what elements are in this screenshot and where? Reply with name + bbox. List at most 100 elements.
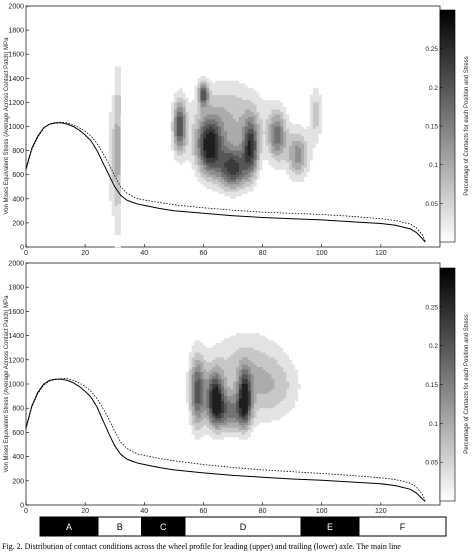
density-cell	[244, 393, 249, 397]
density-cell	[212, 352, 216, 356]
density-cell	[215, 95, 219, 98]
density-cell	[233, 143, 237, 147]
density-cell	[274, 425, 278, 428]
density-cell	[289, 357, 293, 361]
density-cell	[182, 85, 186, 89]
density-cell	[244, 350, 249, 353]
density-cell	[203, 136, 207, 139]
density-cell	[212, 179, 216, 183]
density-cell	[283, 369, 287, 373]
density-cell	[227, 102, 231, 106]
density-cell	[277, 165, 281, 168]
density-cell	[114, 210, 118, 214]
density-cell	[185, 393, 189, 397]
density-cell	[227, 80, 231, 84]
density-cell	[120, 121, 124, 125]
density-cell	[289, 388, 293, 392]
density-cell	[253, 323, 257, 327]
density-cell	[250, 350, 254, 353]
density-cell	[262, 388, 266, 392]
density-cell	[203, 155, 207, 159]
density-cell	[233, 328, 237, 332]
density-cell	[227, 347, 231, 351]
density-cell	[111, 133, 116, 137]
density-cell	[206, 177, 210, 180]
density-cell	[283, 172, 287, 175]
density-cell	[238, 97, 243, 101]
density-cell	[194, 143, 198, 147]
density-cell	[197, 422, 201, 426]
density-cell	[235, 157, 240, 161]
density-cell	[315, 143, 320, 147]
density-cell	[256, 119, 260, 122]
density-cell	[194, 379, 198, 382]
density-cell	[197, 410, 201, 414]
density-cell	[173, 145, 178, 149]
density-cell	[256, 328, 260, 332]
density-cell	[259, 90, 263, 94]
density-cell	[117, 71, 121, 74]
density-cell	[203, 148, 207, 151]
density-cell	[259, 422, 263, 426]
density-cell	[306, 131, 311, 135]
density-cell	[197, 434, 201, 438]
density-cell	[117, 169, 121, 173]
density-cell	[247, 80, 252, 84]
density-cell	[114, 184, 118, 188]
density-cell	[218, 157, 222, 161]
density-cell	[209, 427, 213, 431]
density-cell	[292, 167, 296, 171]
density-cell	[277, 153, 281, 156]
density-cell	[218, 338, 222, 341]
density-cell	[209, 359, 213, 363]
density-cell	[271, 338, 275, 341]
density-cell	[191, 95, 195, 98]
density-cell	[241, 83, 246, 86]
density-cell	[209, 143, 213, 147]
density-cell	[206, 354, 210, 358]
density-cell	[185, 116, 189, 120]
density-cell	[227, 87, 231, 91]
density-cell	[250, 102, 254, 106]
density-cell	[221, 408, 225, 411]
density-cell	[218, 107, 222, 110]
density-cell	[280, 124, 284, 127]
density-cell	[197, 148, 201, 151]
density-cell	[250, 145, 254, 149]
density-cell	[286, 165, 290, 168]
density-cell	[200, 80, 204, 84]
density-cell	[306, 114, 311, 118]
density-cell	[268, 400, 272, 404]
density-cell	[185, 405, 189, 409]
density-cell	[173, 116, 178, 120]
density-cell	[120, 184, 124, 188]
density-cell	[253, 157, 257, 161]
density-cell	[203, 427, 207, 431]
density-cell	[209, 191, 213, 195]
density-cell	[209, 181, 213, 185]
density-cell	[215, 160, 219, 163]
density-cell	[292, 391, 296, 394]
density-cell	[247, 97, 252, 101]
density-cell	[233, 102, 237, 106]
density-cell	[182, 136, 186, 139]
density-cell	[247, 150, 252, 154]
density-cell	[194, 427, 198, 431]
density-cell	[318, 116, 323, 120]
density-cell	[271, 165, 275, 168]
density-cell	[301, 381, 305, 385]
density-cell	[318, 138, 323, 142]
density-cell	[309, 128, 314, 132]
density-cell	[233, 177, 237, 180]
density-cell	[114, 225, 118, 229]
density-cell	[111, 87, 116, 91]
density-cell	[215, 78, 219, 82]
density-cell	[280, 403, 284, 407]
density-cell	[283, 415, 287, 419]
density-cell	[292, 157, 296, 161]
density-cell	[203, 162, 207, 166]
density-cell	[218, 150, 222, 154]
density-cell	[268, 162, 272, 166]
density-cell	[262, 133, 266, 137]
density-cell	[182, 155, 186, 159]
